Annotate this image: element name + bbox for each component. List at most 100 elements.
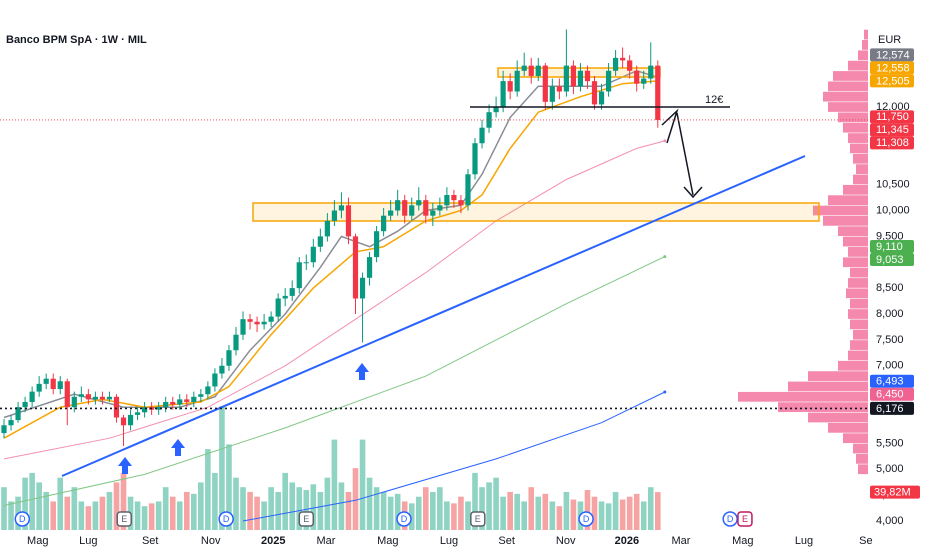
volume-bar xyxy=(106,491,113,530)
moving-average xyxy=(3,256,666,506)
event-marker xyxy=(116,511,132,527)
candle-body xyxy=(620,57,626,61)
candle-body xyxy=(528,65,534,76)
candle-body xyxy=(226,350,232,366)
candle-body xyxy=(338,205,345,211)
event-label: D xyxy=(19,514,26,524)
candle-body xyxy=(359,277,366,299)
y-tick-label: 8,000 xyxy=(876,308,904,320)
volume-profile-row xyxy=(838,360,868,371)
volume-bar xyxy=(556,506,563,530)
candle-body xyxy=(366,257,373,278)
volume-bar xyxy=(324,477,331,530)
volume-bar xyxy=(619,499,626,530)
x-tick-label: Lug xyxy=(795,535,813,547)
volume-bar xyxy=(591,496,598,530)
volume-bar xyxy=(50,501,57,530)
volume-bar xyxy=(366,477,373,530)
candle-body xyxy=(198,394,204,397)
volume-bar xyxy=(458,496,464,530)
volume-bar xyxy=(338,482,345,530)
candle-body xyxy=(556,86,562,92)
candle-body xyxy=(99,396,106,400)
candle-body xyxy=(465,174,471,206)
volume-profile-row xyxy=(850,319,868,330)
event-label: D xyxy=(223,514,230,524)
volume-bar xyxy=(85,506,92,530)
price-tag xyxy=(870,48,914,62)
volume-profile-row xyxy=(853,329,868,340)
volume-bar xyxy=(647,487,654,530)
candle-body xyxy=(331,210,338,221)
volume-profile-row xyxy=(853,174,868,185)
volume-bar xyxy=(78,501,85,530)
y-tick-label: 8,500 xyxy=(876,282,904,294)
y-tick-label: 5,000 xyxy=(876,463,904,475)
volume-bar xyxy=(310,484,317,530)
event-marker xyxy=(218,511,234,527)
volume-bar xyxy=(444,501,450,530)
candle-body xyxy=(247,319,253,322)
volume-profile-row xyxy=(853,153,868,164)
volume-bar xyxy=(542,493,549,530)
event-marker xyxy=(14,511,31,527)
candle-body xyxy=(268,316,274,322)
moving-average xyxy=(3,140,665,460)
price-tag xyxy=(870,136,914,150)
volume-bar xyxy=(64,496,71,530)
candle-body xyxy=(50,378,56,390)
volume-bar xyxy=(472,472,478,530)
volume-profile-row xyxy=(850,143,868,154)
price-tag-label: 11,750 xyxy=(876,111,909,123)
volume-bar xyxy=(549,501,556,530)
volume-profile-row xyxy=(848,60,868,71)
x-tick-label: Lug xyxy=(79,535,97,547)
volume-bar xyxy=(71,487,78,530)
event-marker xyxy=(578,511,594,527)
support-box xyxy=(252,202,820,222)
candle-body xyxy=(521,65,527,71)
volume-bar xyxy=(120,472,127,530)
volume-bar xyxy=(289,482,296,530)
volume-bar xyxy=(394,493,401,530)
volume-bar xyxy=(451,503,457,530)
candle-body xyxy=(156,407,162,410)
y-tick-label: 12,000 xyxy=(876,101,910,113)
moving-average xyxy=(3,80,658,439)
candle-body xyxy=(613,57,619,71)
candle-body xyxy=(43,378,49,384)
x-tick-label: Mar xyxy=(672,535,691,547)
candle-body xyxy=(648,65,654,79)
volume-bar xyxy=(654,492,661,530)
price-tag-label: 11,345 xyxy=(876,124,909,136)
y-tick-label: 9,500 xyxy=(876,230,904,242)
price-tag-label: 12,574 xyxy=(876,49,910,61)
candle-body xyxy=(212,373,218,387)
volume-profile-row xyxy=(808,371,868,381)
volume-bar xyxy=(57,477,64,530)
candle-body xyxy=(423,200,429,216)
x-tick-label: Mag xyxy=(377,535,398,547)
volume-bar xyxy=(8,501,14,530)
candle-body xyxy=(493,107,499,113)
volume-profile-row xyxy=(858,464,868,475)
candle-body xyxy=(542,65,548,102)
candle-body xyxy=(458,200,464,206)
x-tick-label: 2026 xyxy=(615,535,639,547)
volume-bar xyxy=(296,487,303,530)
event-label: E xyxy=(742,514,748,524)
candle-body xyxy=(514,70,520,92)
candle-body xyxy=(373,231,380,258)
price-tag xyxy=(870,374,914,388)
price-axis xyxy=(868,0,932,550)
price-tag-label: 6,450 xyxy=(876,389,904,401)
volume-profile-row xyxy=(862,40,868,50)
x-tick-label: Nov xyxy=(556,535,576,547)
volume-profile-row xyxy=(846,288,868,299)
candle-body xyxy=(120,417,127,426)
up-arrow xyxy=(355,363,369,380)
event-marker xyxy=(470,511,486,527)
plot-area xyxy=(1,29,868,530)
candle-body xyxy=(507,81,513,92)
